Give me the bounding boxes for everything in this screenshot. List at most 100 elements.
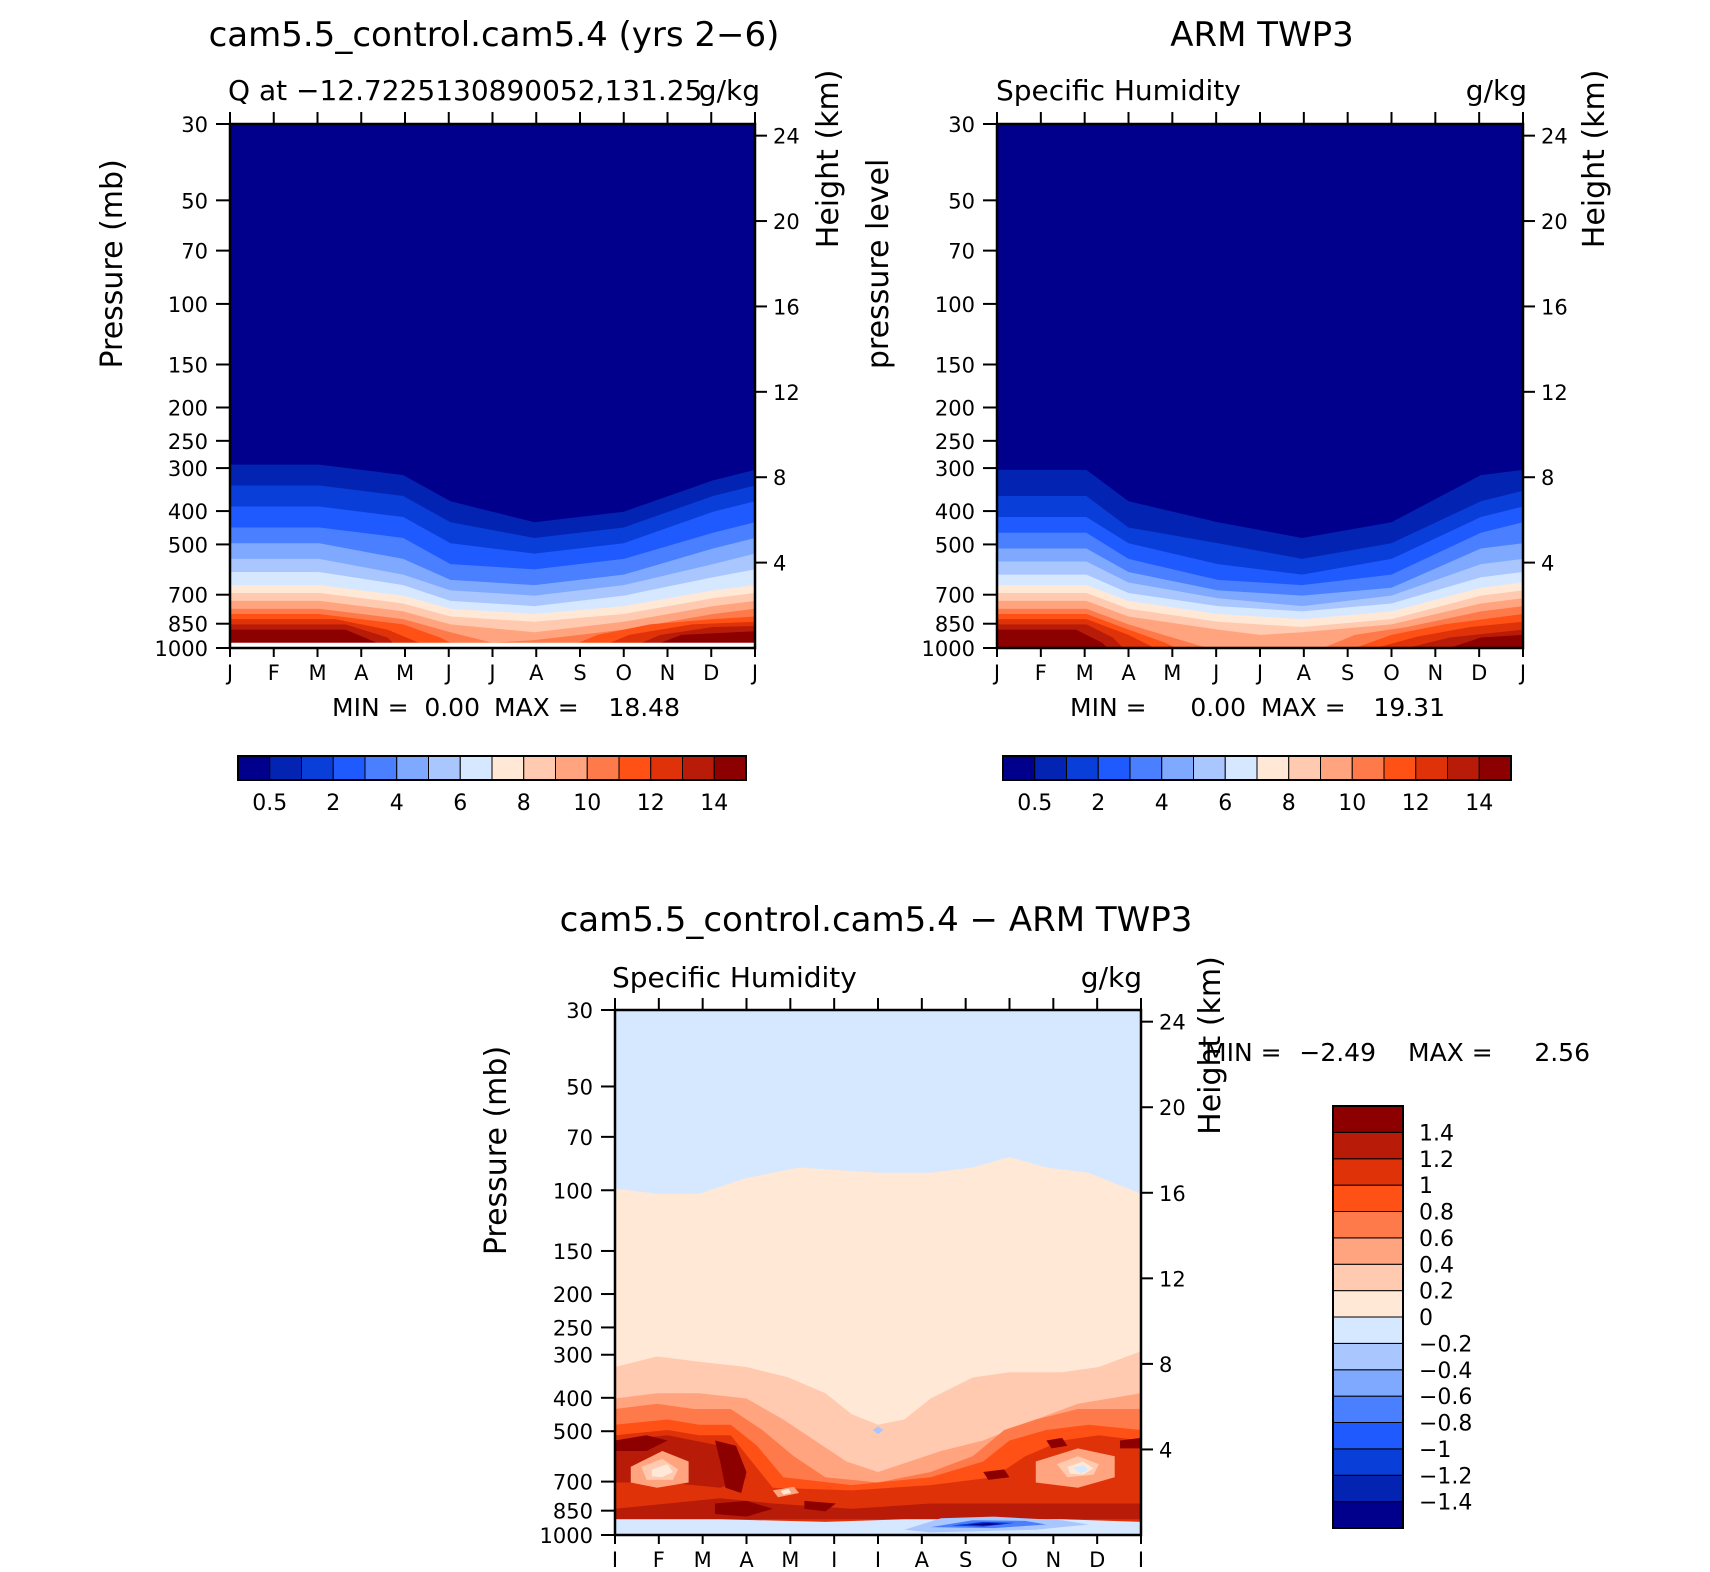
y-tick-label: 300 <box>553 1344 593 1368</box>
colorbar-swatch <box>1332 1184 1404 1212</box>
y-tick-label: 50 <box>948 189 975 213</box>
y-tick-label: 300 <box>168 457 208 481</box>
colorbar-swatch <box>1332 1501 1404 1529</box>
stats-min-label: MIN = <box>1070 693 1147 722</box>
colorbar-swatch <box>269 755 302 781</box>
colorbar-swatch <box>1332 1369 1404 1397</box>
y2-tick-label: 24 <box>1159 1011 1186 1035</box>
x-tick-label: N <box>1427 661 1443 685</box>
y2-tick-label: 8 <box>1541 466 1554 490</box>
x-tick-label: J <box>750 661 758 685</box>
colorbar-swatch <box>459 755 493 781</box>
colorbar-swatch <box>618 755 652 781</box>
y2-tick-label: 24 <box>1541 125 1568 149</box>
colorbar-label: −0.8 <box>1419 1412 1472 1437</box>
colorbar-swatch <box>1256 755 1290 781</box>
panel-subtitle-left: Specific Humidity <box>612 961 857 994</box>
colorbar-swatch <box>1066 755 1099 781</box>
x-tick-label: N <box>660 661 676 685</box>
y2-tick-label: 4 <box>1541 552 1554 576</box>
x-tick-label: N <box>1045 1548 1061 1567</box>
y-tick-label: 30 <box>948 113 975 137</box>
x-tick-label: M <box>781 1548 799 1567</box>
y2-axis-label: Height (km) <box>811 70 846 249</box>
colorbar-swatch <box>1332 1131 1404 1160</box>
y-tick-label: 250 <box>553 1316 593 1340</box>
x-tick-label: M <box>694 1548 712 1567</box>
colorbar-swatch <box>1332 1474 1404 1503</box>
y-tick-label: 50 <box>566 1075 593 1099</box>
y-tick-label: 50 <box>181 189 208 213</box>
stats-min: 0.00 <box>424 693 480 722</box>
panel-model: cam5.5_control.cam5.4 (yrs 2−6) Q at −12… <box>209 15 779 648</box>
colorbar-label: −1.4 <box>1419 1491 1472 1516</box>
colorbar-label: −1 <box>1419 1438 1451 1463</box>
y-tick-label: 200 <box>553 1283 593 1307</box>
y2-tick-label: 12 <box>1159 1267 1186 1291</box>
y-tick-label: 700 <box>553 1471 593 1495</box>
colorbar-swatch <box>1478 755 1512 781</box>
y2-tick-label: 20 <box>773 210 800 234</box>
y-tick-label: 400 <box>553 1387 593 1411</box>
colorbar-label: 14 <box>700 791 728 816</box>
colorbar-swatch <box>713 755 747 781</box>
x-tick-label: O <box>1001 1548 1018 1567</box>
colorbar-frame <box>1332 1105 1404 1529</box>
colorbar-swatch <box>555 755 588 781</box>
panel-subtitle-right: g/kg <box>1081 961 1142 994</box>
x-tick-label: J <box>610 1548 618 1567</box>
colorbar-label: 0.6 <box>1419 1227 1454 1252</box>
y-tick-label: 200 <box>168 396 208 420</box>
colorbar-label: 12 <box>1402 791 1430 816</box>
y-tick-label: 300 <box>935 457 975 481</box>
y-tick-label: 850 <box>168 613 208 637</box>
y-tick-label: 30 <box>566 999 593 1023</box>
y-tick-label: 70 <box>566 1126 593 1150</box>
x-tick-label: J <box>1255 661 1263 685</box>
colorbar-label: −0.4 <box>1419 1359 1472 1384</box>
contour-field <box>997 124 1523 648</box>
x-tick-label: J <box>1211 661 1219 685</box>
colorbar-swatch <box>1161 755 1194 781</box>
colorbar-label: 0.5 <box>252 791 287 816</box>
colorbar-label: 1.4 <box>1419 1121 1454 1146</box>
colorbar-label: −0.2 <box>1419 1332 1472 1357</box>
colorbar-swatch <box>1332 1448 1404 1476</box>
y-tick-label: 850 <box>935 613 975 637</box>
colorbar-swatch <box>1332 1395 1404 1423</box>
stats-max: 18.48 <box>608 693 680 722</box>
colorbar-swatch <box>301 755 334 781</box>
colorbar-label: 4 <box>390 791 404 816</box>
stats-max: 2.56 <box>1534 1038 1590 1067</box>
y2-tick-label: 4 <box>773 552 786 576</box>
y-tick-label: 250 <box>935 430 975 454</box>
stats-min: 0.00 <box>1190 693 1246 722</box>
x-tick-label: F <box>1035 661 1047 685</box>
x-tick-label: A <box>529 661 544 685</box>
x-tick-label: S <box>1341 661 1354 685</box>
x-tick-label: S <box>573 661 586 685</box>
x-tick-label: M <box>308 661 326 685</box>
y2-tick-label: 16 <box>1541 295 1568 319</box>
colorbar-swatch <box>1002 755 1036 781</box>
x-tick-label: J <box>1136 1548 1144 1567</box>
y2-axis-label: Height (km) <box>1193 956 1228 1135</box>
contour-field <box>615 1010 1141 1535</box>
y-axis-label: Pressure (mb) <box>95 159 130 368</box>
y2-tick-label: 4 <box>1159 1438 1172 1462</box>
y-tick-label: 100 <box>935 293 975 317</box>
y-tick-label: 200 <box>935 396 975 420</box>
colorbar-frame <box>237 755 747 781</box>
x-tick-label: F <box>268 661 280 685</box>
x-tick-label: F <box>653 1548 665 1567</box>
contour-field <box>230 124 755 648</box>
panel-subtitle-right: g/kg <box>699 74 760 107</box>
colorbar-swatch <box>1332 1316 1404 1344</box>
colorbar-swatch <box>1332 1211 1404 1239</box>
colorbar-swatch <box>332 755 366 781</box>
stats-min: −2.49 <box>1299 1038 1376 1067</box>
x-tick-label: J <box>829 1548 837 1567</box>
stats-max-label: MAX = <box>1261 693 1346 722</box>
panel-observations: ARM TWP3 Specific Humidity g/kg <box>996 15 1527 648</box>
